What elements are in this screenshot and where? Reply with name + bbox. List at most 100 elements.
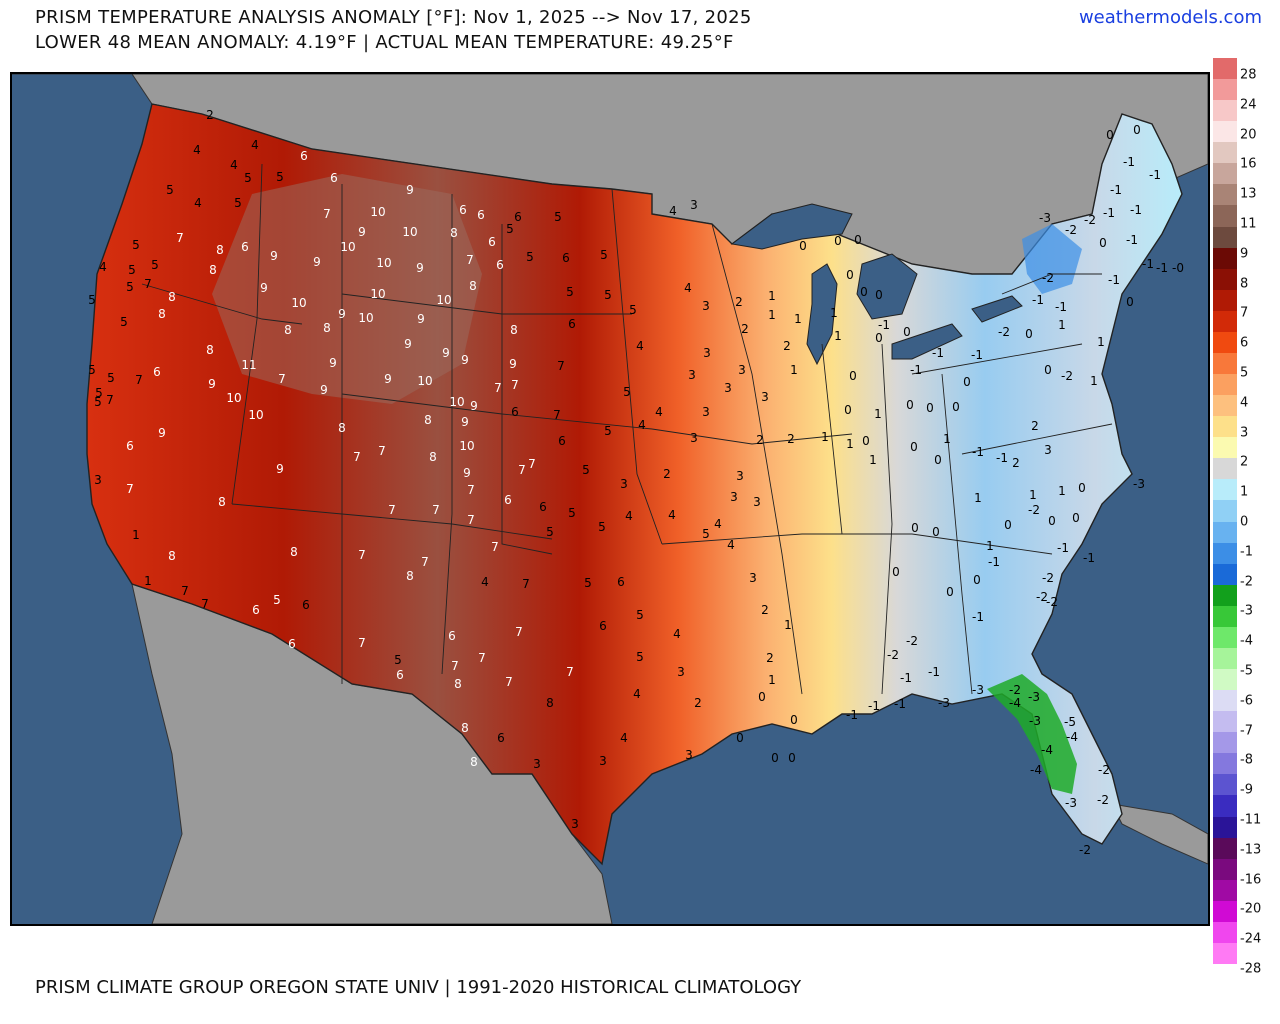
anomaly-value-label: 9	[416, 261, 424, 275]
anomaly-value-label: 3	[736, 469, 744, 483]
anomaly-value-label: 5	[554, 210, 562, 224]
legend-label: -28	[1240, 961, 1262, 977]
anomaly-value-label: 8	[209, 263, 217, 277]
anomaly-value-label: -1	[910, 363, 922, 377]
anomaly-value-label: -3	[1039, 211, 1051, 225]
anomaly-value-label: 6	[539, 500, 547, 514]
anomaly-value-label: 7	[176, 231, 184, 245]
anomaly-value-label: -2	[1036, 590, 1048, 604]
legend-swatch	[1213, 437, 1237, 459]
northeast-cold-anomaly	[1022, 224, 1082, 294]
anomaly-value-label: 5	[276, 170, 284, 184]
anomaly-value-label: -3	[972, 683, 984, 697]
anomaly-value-label: 0	[771, 751, 779, 765]
anomaly-value-label: -1	[1156, 261, 1168, 275]
legend-label: -11	[1240, 812, 1262, 828]
anomaly-value-label: 1	[846, 437, 854, 451]
anomaly-value-label: 0	[860, 285, 868, 299]
anomaly-value-label: -1	[1110, 183, 1122, 197]
anomaly-value-label: 3	[724, 381, 732, 395]
legend-label: -1	[1240, 544, 1253, 560]
anomaly-value-label: 9	[404, 337, 412, 351]
legend-swatch	[1213, 58, 1237, 80]
anomaly-value-label: 9	[509, 357, 517, 371]
legend-swatch	[1213, 837, 1237, 860]
legend-labels: 28 24 20 16 13 11 9 8 7 6 5 4 3 2 1 0 -1 -2 -3 -4 -5 -6 -7 -8 -9…	[1240, 58, 1280, 977]
anomaly-value-label: 0	[846, 268, 854, 282]
anomaly-value-label: 4	[668, 508, 676, 522]
anomaly-value-label: 1	[834, 329, 842, 343]
anomaly-value-label: 4	[636, 339, 644, 353]
legend-swatch	[1213, 247, 1237, 270]
anomaly-value-label: 6	[497, 731, 505, 745]
anomaly-value-label: 2	[694, 696, 702, 710]
anomaly-value-label: 6	[302, 598, 310, 612]
legend-label: 3	[1240, 425, 1249, 441]
anomaly-value-label: 4	[684, 281, 692, 295]
anomaly-value-label: 3	[703, 346, 711, 360]
anomaly-value-label: 0	[1048, 514, 1056, 528]
anomaly-value-label: 8	[429, 450, 437, 464]
anomaly-value-label: 8	[168, 549, 176, 563]
anomaly-value-label: 8	[158, 307, 166, 321]
anomaly-value-label: 3	[753, 495, 761, 509]
anomaly-value-label: 4	[669, 204, 677, 218]
lake-superior	[730, 203, 853, 250]
anomaly-value-label: 6	[448, 629, 456, 643]
anomaly-value-label: 4	[481, 575, 489, 589]
legend-label: -20	[1240, 901, 1262, 917]
anomaly-value-label: -3	[938, 696, 950, 710]
anomaly-value-label: 7	[528, 457, 536, 471]
anomaly-value-label: 0	[1126, 295, 1134, 309]
anomaly-value-label: 5	[568, 506, 576, 520]
anomaly-value-label: 10	[402, 225, 417, 239]
anomaly-value-label: 2	[206, 108, 214, 122]
anomaly-value-label: 4	[633, 687, 641, 701]
legend-swatch	[1213, 921, 1237, 944]
anomaly-value-label: 0	[973, 573, 981, 587]
legend-swatch	[1213, 479, 1237, 501]
legend-swatch	[1213, 563, 1237, 586]
anomaly-value-label: 5	[120, 315, 128, 329]
legend-swatch	[1213, 879, 1237, 902]
anomaly-value-label: -4	[1041, 743, 1053, 757]
anomaly-value-label: 5	[600, 248, 608, 262]
anomaly-value-label: -1	[1108, 273, 1120, 287]
anomaly-value-label: 0	[1004, 518, 1012, 532]
anomaly-value-label: -1	[928, 665, 940, 679]
anomaly-value-label: 5	[394, 653, 402, 667]
anomaly-value-label: 4	[193, 143, 201, 157]
anomaly-value-label: 0	[862, 434, 870, 448]
anomaly-value-label: 1	[821, 430, 829, 444]
legend-label: 8	[1240, 276, 1249, 292]
anomaly-value-label: 1	[974, 491, 982, 505]
anomaly-value-label: 0	[758, 690, 766, 704]
anomaly-value-label: 6	[568, 317, 576, 331]
legend-swatch	[1213, 416, 1237, 438]
anomaly-value-label: 0	[934, 453, 942, 467]
anomaly-value-label: 3	[730, 490, 738, 504]
anomaly-value-label: 7	[181, 584, 189, 598]
florida-cold-anomaly	[987, 674, 1077, 794]
anomaly-value-label: -3	[1029, 714, 1041, 728]
anomaly-value-label: -2	[1046, 595, 1058, 609]
site-watermark[interactable]: weathermodels.com	[1078, 7, 1262, 28]
anomaly-value-label: 6	[562, 251, 570, 265]
anomaly-value-label: -4	[1030, 763, 1042, 777]
legend-swatch	[1213, 816, 1237, 839]
anomaly-value-label: 0	[932, 525, 940, 539]
anomaly-value-label: 6	[504, 493, 512, 507]
anomaly-value-label: 2	[735, 295, 743, 309]
anomaly-value-label: 9	[338, 307, 346, 321]
anomaly-value-label: 9	[417, 312, 425, 326]
legend-swatch	[1213, 500, 1237, 523]
anomaly-value-label: -2	[1098, 763, 1110, 777]
anomaly-value-label: 9	[470, 399, 478, 413]
anomaly-value-label: 9	[320, 383, 328, 397]
anomaly-value-label: 7	[201, 597, 209, 611]
legend-swatch	[1213, 184, 1237, 206]
anomaly-value-label: 6	[396, 668, 404, 682]
anomaly-value-label: 6	[330, 171, 338, 185]
anomaly-value-label: 7	[466, 253, 474, 267]
